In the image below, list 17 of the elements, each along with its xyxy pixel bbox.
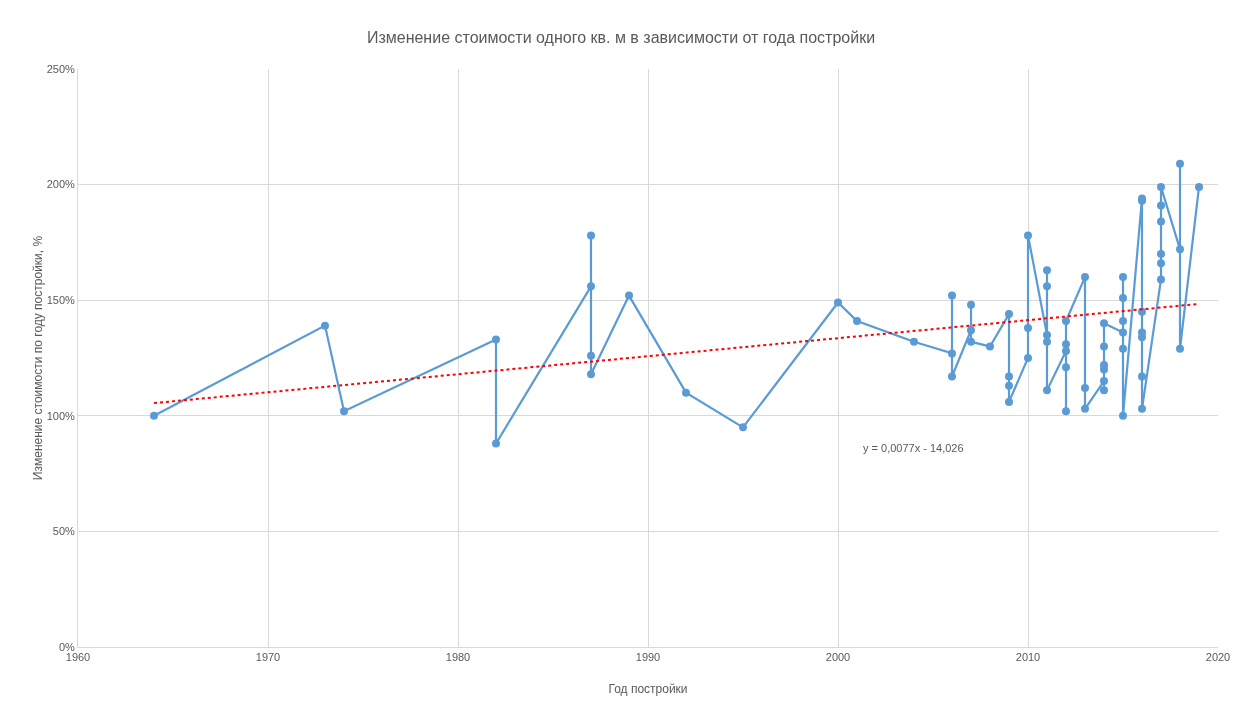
- y-tick-label: 0%: [58, 640, 76, 653]
- y-tick-label: 100%: [46, 409, 76, 422]
- x-tick-label: 1980: [445, 651, 471, 664]
- y-tick-label: 250%: [46, 62, 76, 75]
- x-tick-label: 1960: [65, 651, 91, 664]
- chart-title: Изменение стоимости одного кв. м в зависимости от года постройки: [366, 29, 876, 47]
- x-tick-label: 2000: [825, 651, 851, 664]
- y-tick-label: 200%: [46, 178, 76, 191]
- x-axis-title: Год постройки: [608, 682, 688, 696]
- x-tick-label: 1990: [635, 651, 661, 664]
- annotation: y = 0,0077x - 14,026: [863, 442, 964, 454]
- y-tick-label: 50%: [52, 525, 75, 538]
- x-tick-label: 2010: [1015, 651, 1041, 664]
- x-tick-label: 1970: [255, 651, 281, 664]
- y-tick-label: 150%: [46, 294, 76, 307]
- x-tick-label: 2020: [1205, 651, 1231, 664]
- y-axis-title: Изменение стоимости по году постройки, %: [30, 235, 45, 481]
